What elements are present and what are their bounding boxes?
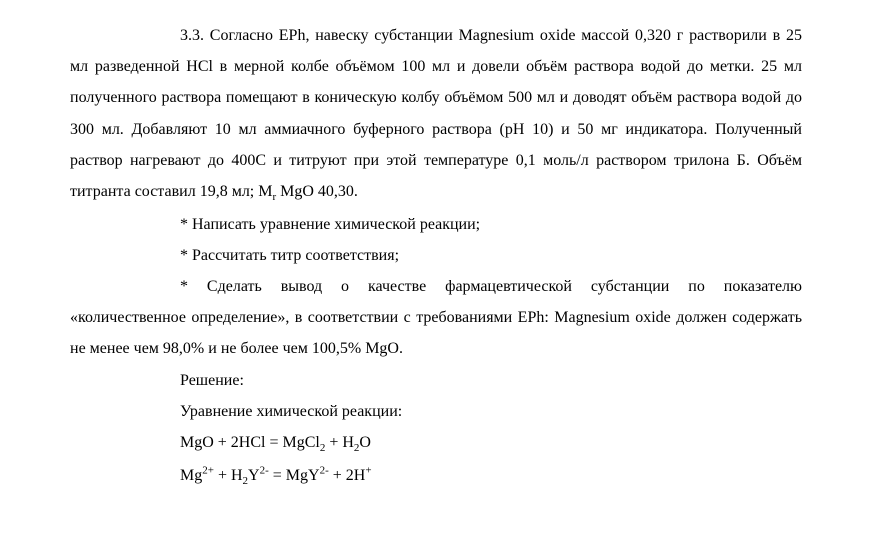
eq2-sup3: 2-: [320, 464, 329, 476]
solution-label: Решение:: [70, 365, 802, 396]
equation-2: Mg2+ + H2Y2- = MgY2- + 2H+: [70, 460, 802, 493]
bullet-2: * Рассчитать титр соответствия;: [70, 240, 802, 271]
eq2-p2: + H: [214, 467, 243, 484]
eq2-sup4: +: [365, 464, 371, 476]
equation-1: MgO + 2HCl = MgCl2 + H2O: [70, 427, 802, 460]
eq2-sup1: 2+: [202, 464, 214, 476]
equation-label: Уравнение химической реакции:: [70, 396, 802, 427]
eq1-p2: + H: [325, 434, 354, 451]
eq1-p3: O: [359, 434, 371, 451]
bullet-3: * Сделать вывод о качестве фармацевтичес…: [70, 271, 802, 365]
eq2-p4: = MgY: [269, 467, 320, 484]
problem-paragraph: 3.3. Согласно EPh, навеску субстанции Ma…: [70, 20, 802, 209]
para1-text: 3.3. Согласно EPh, навеску субстанции Ma…: [70, 27, 802, 200]
eq2-sup2: 2-: [260, 464, 269, 476]
eq2-p1: Mg: [180, 467, 202, 484]
eq1-p1: MgO + 2HCl = MgCl: [180, 434, 320, 451]
eq2-p3: Y: [248, 467, 260, 484]
document-content: 3.3. Согласно EPh, навеску субстанции Ma…: [70, 20, 802, 492]
bullet-1: * Написать уравнение химической реакции;: [70, 209, 802, 240]
para1-end: MgO 40,30.: [276, 183, 358, 200]
eq2-p5: + 2H: [329, 467, 366, 484]
